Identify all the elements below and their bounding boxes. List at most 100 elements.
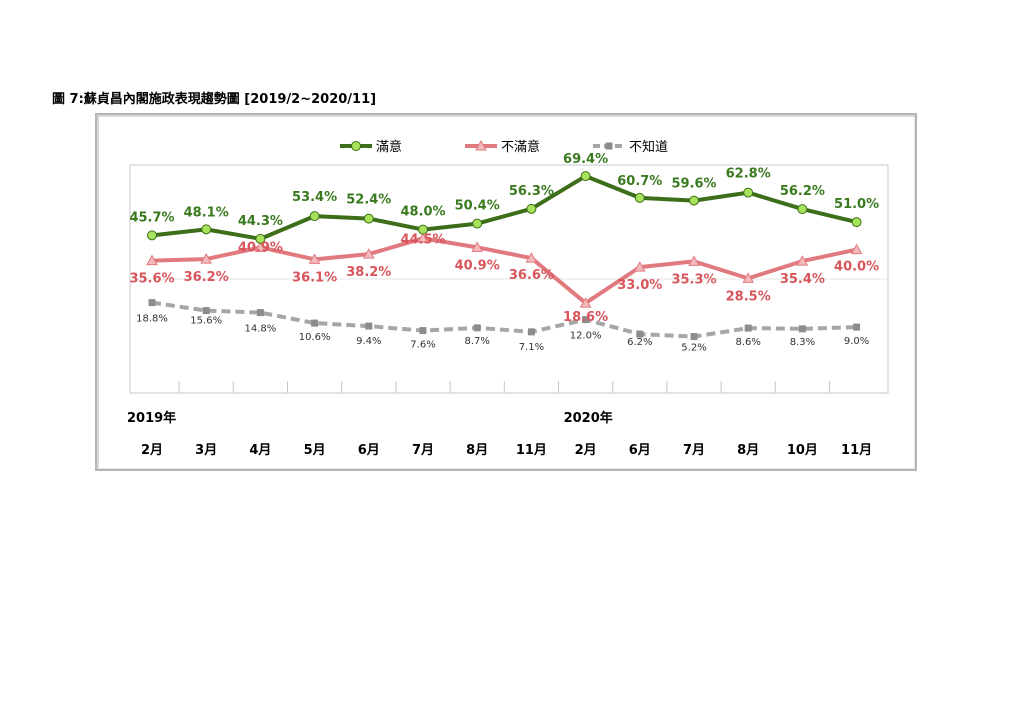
series-3-point — [798, 325, 806, 333]
series-2-data-label: 36.1% — [292, 270, 337, 285]
series-3-point — [473, 324, 481, 332]
legend-marker-2 — [475, 139, 487, 151]
series-1-data-label: 56.2% — [780, 184, 825, 199]
series-3-point — [256, 309, 264, 317]
legend-marker-1 — [351, 141, 361, 151]
series-1-point — [797, 204, 808, 215]
series-1-data-label: 45.7% — [129, 210, 174, 225]
series-2-point — [579, 297, 592, 308]
x-tick-label: 10月 — [787, 443, 818, 458]
series-3-data-label: 8.3% — [790, 337, 815, 348]
series-2-point — [200, 253, 213, 264]
series-2-data-label: 36.2% — [184, 270, 229, 285]
series-2-data-label: 40.9% — [238, 240, 283, 255]
series-2-point — [417, 232, 429, 243]
series-2-point — [362, 248, 375, 259]
series-2-data-label: 44.5% — [400, 232, 445, 247]
series-1-data-label: 53.4% — [292, 190, 337, 205]
series-3-data-label: 9.0% — [844, 336, 869, 347]
series-3-data-label: 9.4% — [356, 336, 381, 347]
x-tick-label: 7月 — [412, 443, 434, 458]
series-1-data-label: 69.4% — [563, 152, 608, 167]
series-2-data-label: 18.6% — [563, 310, 608, 325]
series-2-data-label: 28.5% — [726, 289, 771, 304]
series-2-data-label: 33.0% — [617, 278, 662, 293]
series-1-point — [418, 224, 428, 235]
series-2-data-label: 40.9% — [455, 258, 500, 273]
series-1-point — [363, 213, 374, 224]
series-1-point — [201, 224, 212, 235]
series-2-point — [471, 241, 484, 252]
series-line-3 — [151, 300, 857, 339]
series-1-point — [634, 192, 645, 203]
series-1-point — [851, 217, 862, 228]
series-2-point — [796, 255, 809, 266]
series-2-data-label: 36.6% — [509, 268, 554, 283]
series-1-point — [309, 211, 320, 222]
series-2-point — [525, 252, 538, 263]
series-3-point — [636, 330, 644, 338]
series-1-data-label: 59.6% — [671, 177, 716, 192]
series-3-data-label: 8.7% — [464, 336, 489, 347]
series-3-data-label: 7.1% — [519, 342, 544, 353]
x-tick-label: 6月 — [358, 443, 380, 458]
x-tick-label: 2月 — [575, 443, 597, 458]
page-title: 圖 7:蘇貞昌內閣施政表現趨勢圖 [2019/2~2020/11] — [52, 92, 377, 107]
legend-label-3: 不知道 — [629, 139, 668, 155]
series-3-data-label: 15.6% — [190, 316, 222, 327]
x-tick-label: 11月 — [841, 443, 872, 458]
x-tick-label: 5月 — [304, 443, 326, 458]
series-3-point — [744, 324, 752, 332]
x-tick-label: 6月 — [629, 443, 651, 458]
series-3-point — [311, 319, 319, 327]
series-3-point — [853, 323, 861, 331]
series-3-data-label: 6.2% — [627, 337, 652, 348]
series-1-point — [743, 187, 754, 198]
series-2-data-label: 35.4% — [780, 272, 825, 287]
series-2-point — [688, 255, 700, 266]
series-3-data-label: 10.6% — [299, 332, 331, 343]
series-3-point — [148, 299, 156, 307]
series-line-2 — [151, 236, 858, 306]
x-tick-label: 11月 — [516, 443, 547, 458]
x-tick-label: 3月 — [195, 443, 217, 458]
series-2-data-label: 40.0% — [834, 260, 879, 275]
series-1-point — [147, 230, 157, 241]
year-label: 2019年 — [127, 410, 176, 426]
series-3-point — [527, 328, 535, 336]
series-3-point — [582, 316, 590, 324]
x-tick-label: 7月 — [683, 443, 705, 458]
series-2-point — [146, 254, 158, 266]
series-1-point — [472, 218, 483, 229]
series-2-point — [742, 272, 755, 283]
series-2-point — [254, 241, 267, 252]
series-1-data-label: 48.1% — [184, 205, 229, 220]
series-1-point — [526, 203, 537, 214]
x-tick-label: 8月 — [466, 443, 488, 458]
x-tick-label: 2月 — [141, 443, 163, 458]
series-1-point — [689, 195, 699, 206]
series-1-data-label: 50.4% — [455, 199, 500, 214]
series-2-data-label: 35.6% — [129, 272, 174, 287]
series-1-data-label: 52.4% — [346, 193, 391, 208]
series-1-data-label: 51.0% — [834, 197, 879, 212]
series-3-point — [690, 333, 698, 341]
series-3-data-label: 14.8% — [245, 324, 277, 335]
series-line-1 — [151, 174, 858, 241]
series-3-data-label: 5.2% — [681, 343, 706, 354]
series-1-data-label: 44.3% — [238, 214, 283, 229]
legend-marker-3 — [605, 142, 613, 150]
trend-chart: 滿意 不滿意 不知道 45.7% 48.1% 44.3% 53.4% 52.4% 48.0% 50… — [127, 139, 889, 458]
series-3-point — [202, 307, 210, 315]
series-3-data-label: 12.0% — [570, 331, 602, 342]
chart-frame: 滿意 不滿意 不知道 45.7% 48.1% 44.3% 53.4% 52.4% 48.0% 50… — [95, 113, 917, 471]
series-1-point — [580, 171, 591, 182]
series-3-data-label: 18.8% — [136, 314, 168, 325]
series-3-data-label: 8.6% — [735, 337, 760, 348]
x-tick-label: 8月 — [737, 443, 759, 458]
series-1-data-label: 62.8% — [726, 167, 771, 182]
series-2-point — [633, 261, 646, 272]
x-tick-label: 4月 — [249, 443, 271, 458]
series-3-point — [365, 322, 373, 330]
legend-label-2: 不滿意 — [501, 139, 540, 155]
